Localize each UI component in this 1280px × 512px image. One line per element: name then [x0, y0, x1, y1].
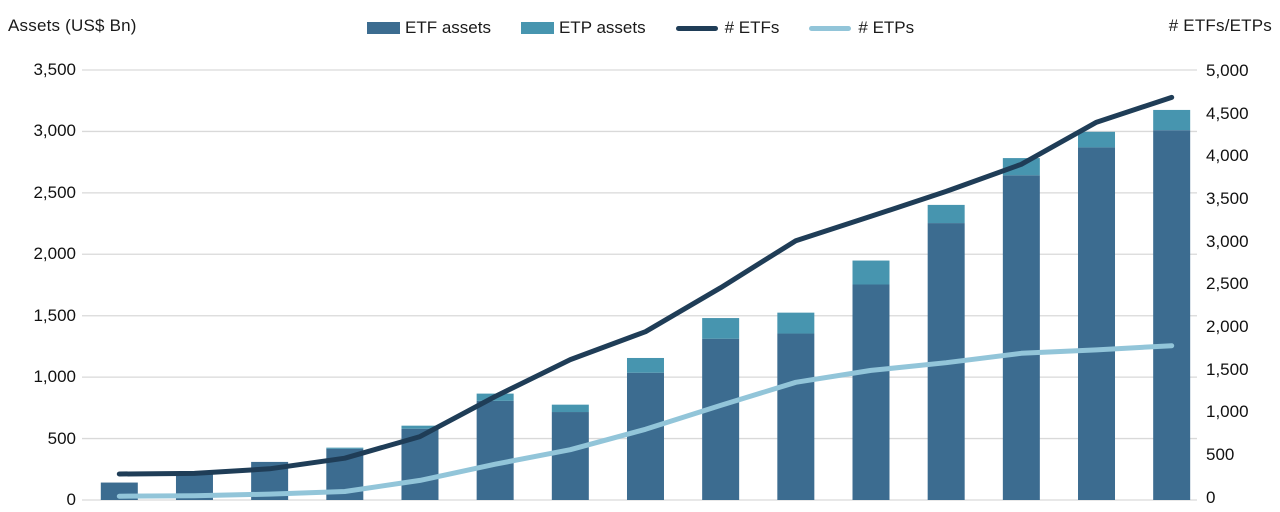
legend-item-num-etfs: # ETFs — [675, 18, 780, 38]
bar-etp-assets — [777, 312, 815, 334]
etf-assets-swatch-icon — [367, 22, 400, 34]
left-axis-tick-label: 3,000 — [33, 121, 76, 141]
bar-etp-assets — [1078, 131, 1116, 148]
num-etps-line — [116, 343, 1175, 499]
bar-etf-assets — [702, 338, 740, 500]
bar-etf-assets — [1078, 147, 1116, 500]
etfs-line-swatch-icon — [675, 25, 718, 31]
right-axis-tick-label: 2,000 — [1206, 316, 1249, 336]
left-axis-tick-label: 3,500 — [33, 60, 76, 79]
right-axis-tick-label: 3,000 — [1206, 231, 1249, 251]
legend-item-num-etps: # ETPs — [809, 18, 914, 38]
right-axis-tick-label: 2,500 — [1206, 274, 1249, 294]
etp-assets-swatch-icon — [520, 22, 554, 34]
bar-etf-assets — [1153, 130, 1191, 500]
chart-legend: ETF assets ETP assets # ETFs # ETPs — [367, 18, 944, 38]
legend-label: # ETFs — [724, 18, 780, 37]
bar-etf-assets — [476, 400, 514, 500]
legend-item-etf-assets: ETF assets — [367, 18, 491, 38]
left-axis-tick-label: 0 — [66, 490, 76, 509]
legend-label: ETF assets — [405, 18, 491, 37]
right-axis-tick-label: 3,500 — [1206, 188, 1249, 208]
bar-etp-assets — [927, 204, 965, 224]
bar-etp-assets — [626, 357, 664, 373]
bar-etp-assets — [551, 404, 589, 413]
right-axis-tick-label: 500 — [1206, 444, 1235, 464]
left-axis-tick-label: 1,000 — [33, 367, 76, 387]
right-axis-tick-label: 5,000 — [1206, 61, 1249, 80]
bar-etf-assets — [626, 372, 664, 500]
left-axis-tick-label: 2,000 — [33, 244, 76, 264]
bar-etf-assets — [852, 284, 890, 500]
right-axis-tick-label: 1,000 — [1206, 402, 1249, 422]
left-axis-tick-label: 1,500 — [33, 305, 76, 325]
right-axis-tick-label: 4,500 — [1206, 103, 1249, 123]
bar-etp-assets — [852, 260, 890, 285]
bar-etp-assets — [1153, 109, 1191, 131]
num-etfs-line — [116, 94, 1175, 477]
bar-etp-assets — [401, 425, 439, 429]
right-axis-tick-label: 4,000 — [1206, 146, 1249, 166]
left-axis-title: Assets (US$ Bn) — [8, 16, 137, 35]
right-axis-tick-label: 0 — [1206, 487, 1216, 507]
bar-etf-assets — [777, 333, 815, 500]
bar-etf-assets — [551, 412, 589, 500]
left-axis-tick-label: 2,500 — [33, 182, 76, 202]
left-axis-tick-label: 500 — [47, 428, 76, 448]
bar-etp-assets — [326, 447, 364, 449]
right-axis-tick-label: 1,500 — [1206, 359, 1249, 379]
legend-item-etp-assets: ETP assets — [520, 18, 646, 38]
etps-line-swatch-icon — [809, 25, 852, 31]
bar-etp-assets — [702, 318, 740, 339]
bar-etf-assets — [1002, 175, 1040, 500]
legend-label: ETP assets — [558, 18, 646, 37]
legend-label: # ETPs — [858, 18, 915, 37]
right-axis-title: # ETFs/ETPs — [1168, 16, 1272, 35]
